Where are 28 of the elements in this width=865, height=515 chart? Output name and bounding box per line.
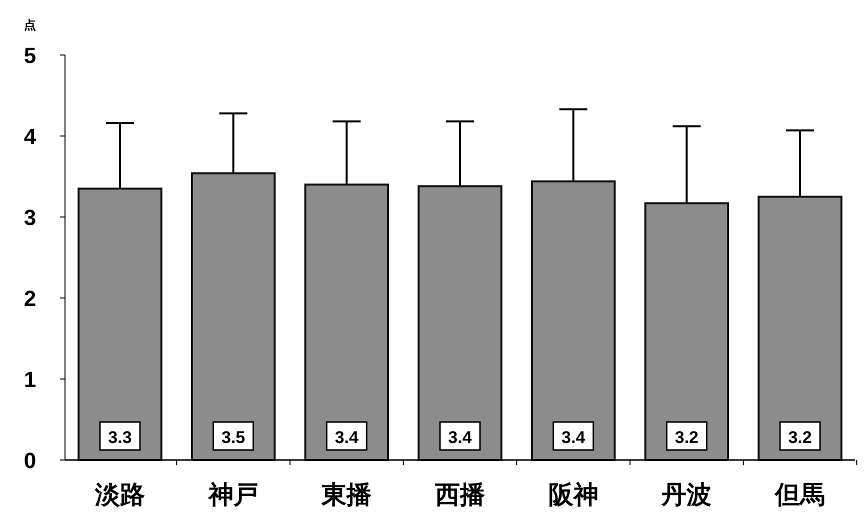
bar [644, 202, 730, 461]
bar [78, 188, 162, 461]
bar [418, 185, 502, 461]
bar [190, 172, 276, 461]
y-tick-label: 3 [24, 205, 36, 230]
bar [758, 196, 842, 461]
y-tick-label: 1 [24, 367, 36, 392]
y-axis-title: 点 [24, 18, 36, 32]
y-tick-label: 5 [24, 43, 36, 68]
x-tick-label: 神戸 [207, 481, 258, 509]
bar [304, 184, 390, 461]
x-tick-label: 阪神 [548, 481, 598, 509]
x-tick-label: 丹波 [660, 481, 712, 509]
data-label: 3.2 [674, 428, 699, 447]
y-tick-label: 4 [24, 124, 37, 149]
data-label: 3.4 [562, 428, 586, 447]
data-label: 3.4 [448, 428, 472, 447]
x-tick-label: 東播 [320, 481, 372, 509]
y-tick-label: 2 [24, 286, 36, 311]
bar [530, 180, 616, 461]
data-label: 3.4 [334, 428, 360, 447]
x-tick-label: 西播 [434, 481, 485, 509]
x-tick-label: 淡路 [94, 481, 145, 509]
x-tick-label: 但馬 [774, 481, 826, 509]
y-tick-label: 0 [24, 448, 36, 473]
data-label: 3.5 [221, 428, 246, 447]
data-label: 3.2 [788, 428, 812, 447]
data-label: 3.3 [108, 428, 132, 447]
